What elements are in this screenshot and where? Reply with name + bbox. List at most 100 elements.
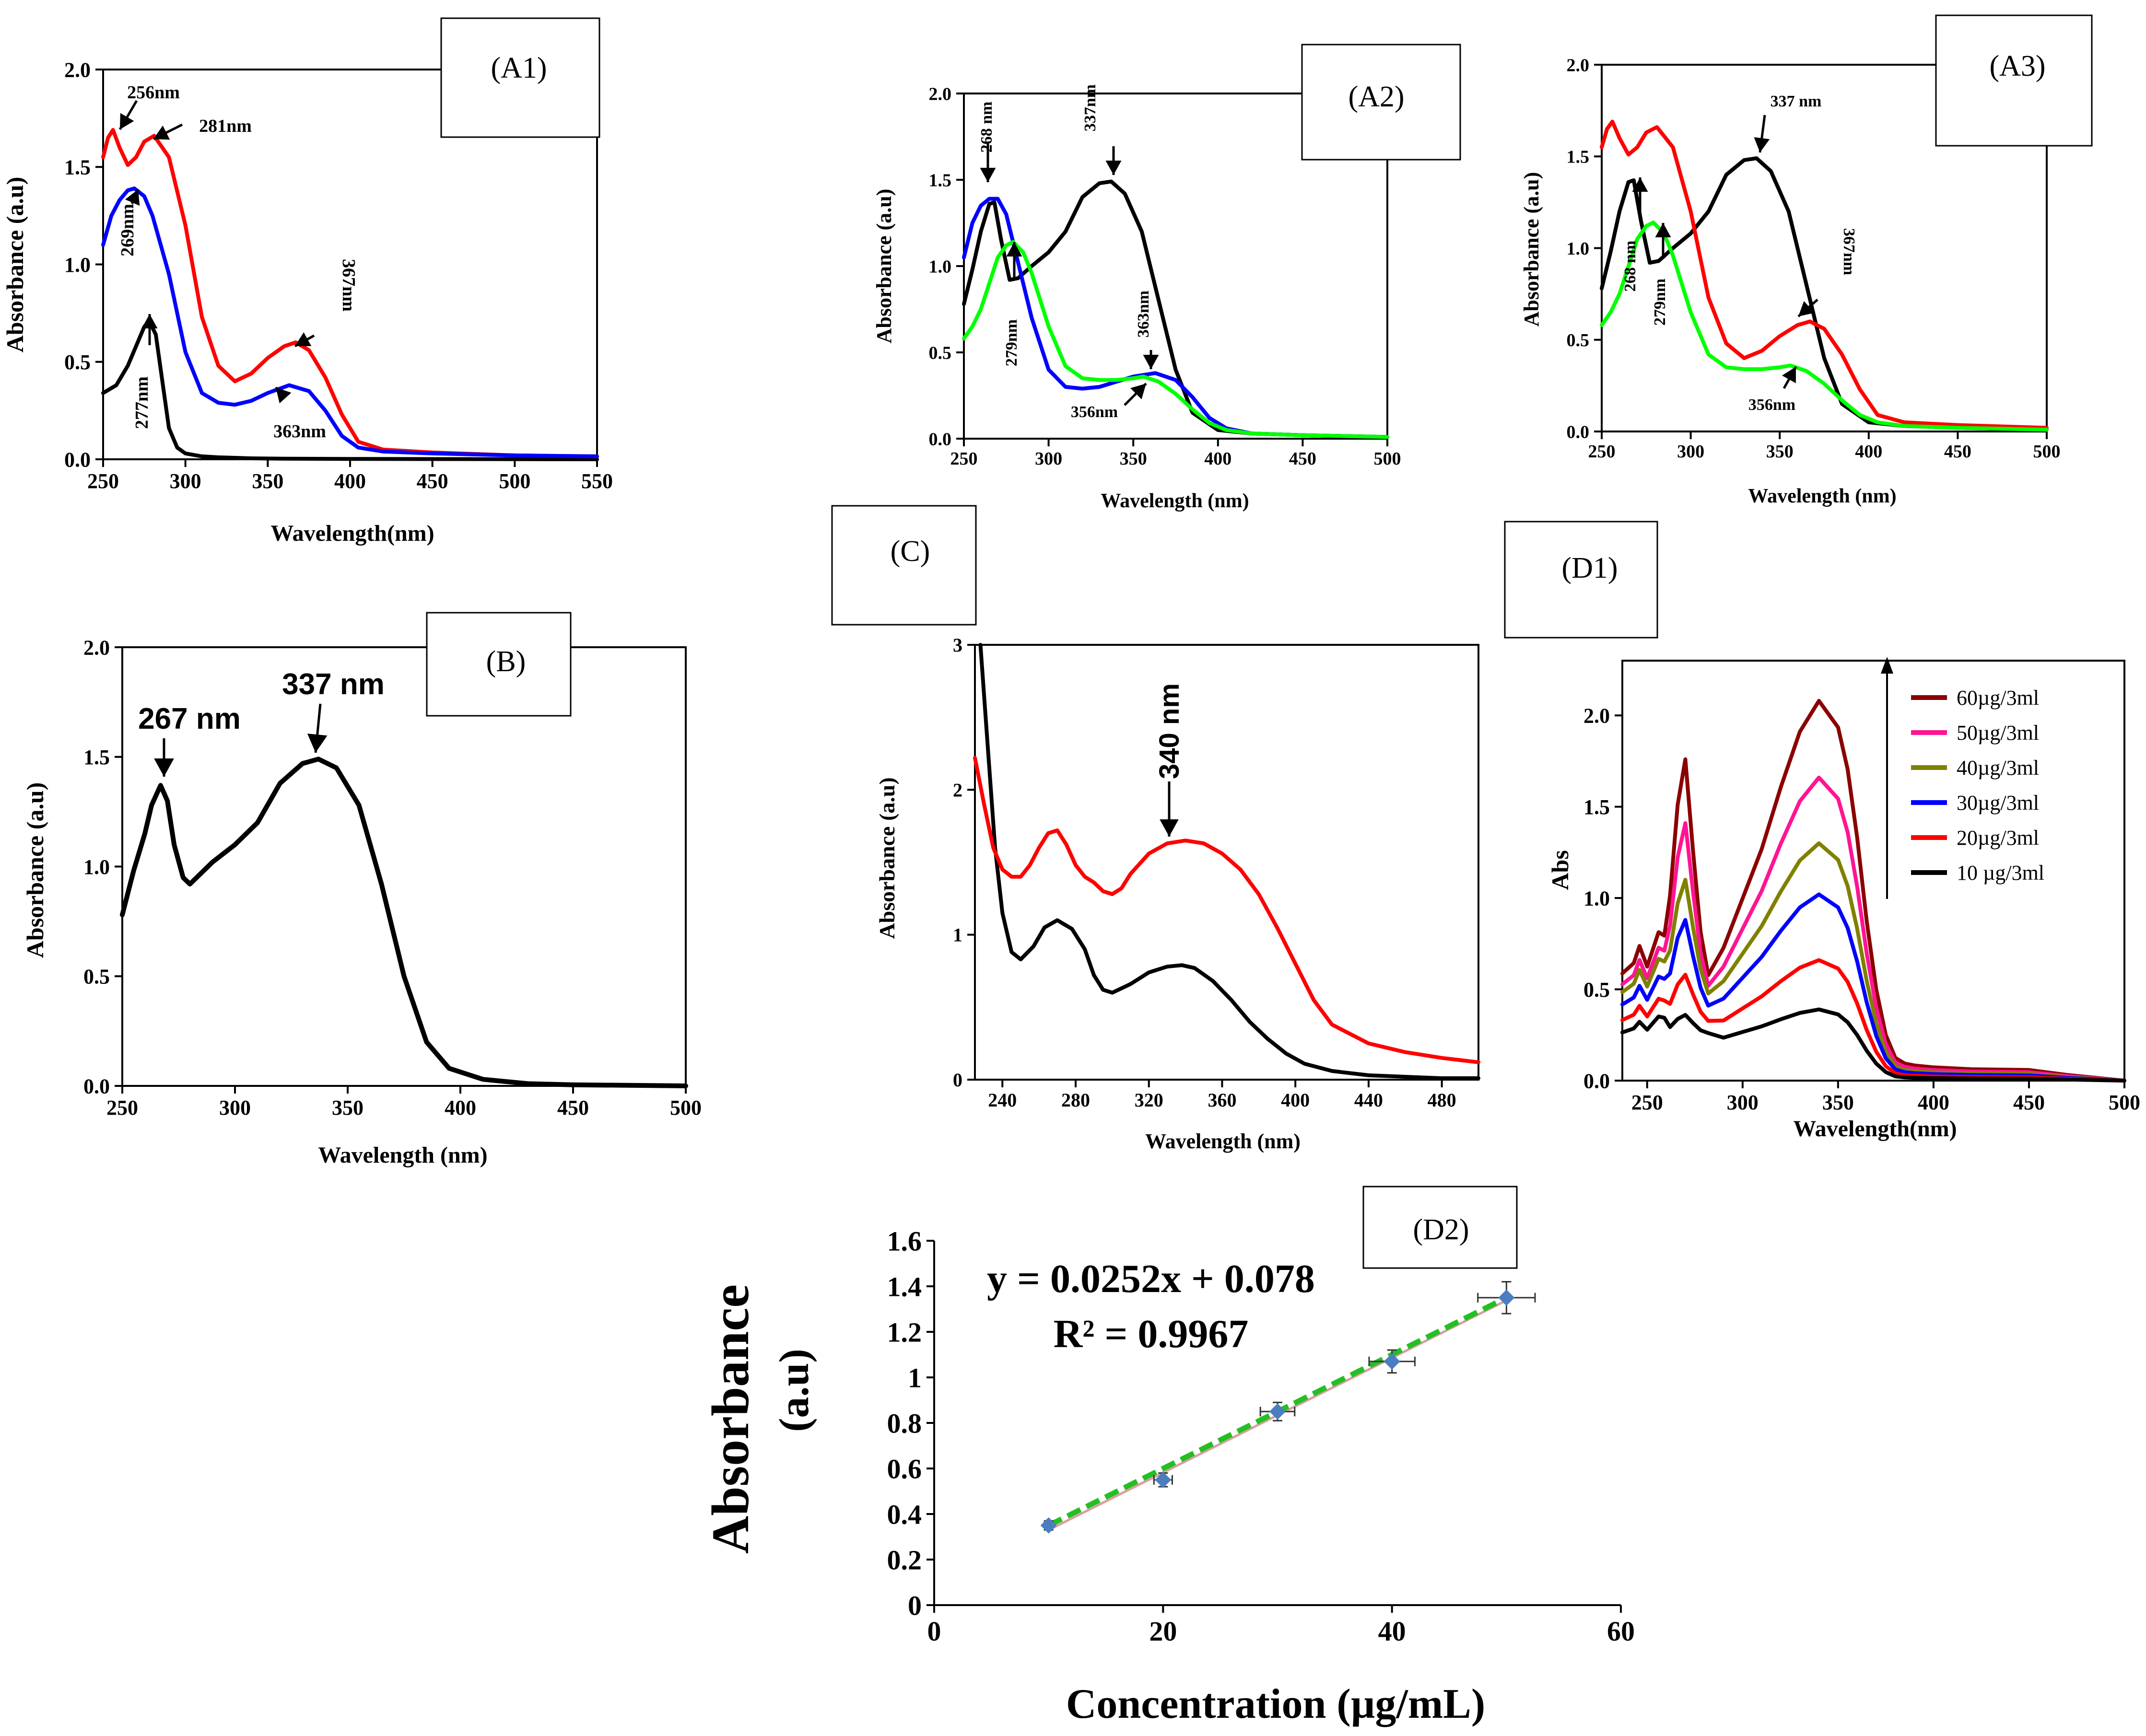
y-tick-label: 1.6 bbox=[887, 1225, 922, 1257]
peak-label-367: 367nm bbox=[1840, 228, 1858, 275]
series-black bbox=[120, 757, 688, 1088]
x-tick-label: 350 bbox=[1120, 449, 1147, 469]
y-tick-label: 0.0 bbox=[83, 1074, 110, 1098]
x-tick-label: 350 bbox=[332, 1096, 364, 1119]
y-tick-label: 1.0 bbox=[64, 253, 91, 277]
y-tick-label: 1.5 bbox=[83, 746, 110, 769]
series-blue bbox=[101, 186, 599, 458]
y-tick-label: 0.5 bbox=[1567, 330, 1590, 350]
series-black bbox=[101, 319, 599, 461]
annotation-arrow-head bbox=[295, 332, 312, 346]
y-axis-label: Absorbance (a.u) bbox=[872, 189, 896, 344]
x-tick-label: 300 bbox=[219, 1096, 251, 1119]
x-tick-label: 500 bbox=[499, 469, 530, 493]
panel-a2: 250 300 350 400 450 500 0.0 0.5 1.0 1.5 2.0 Wavelen… bbox=[872, 44, 1461, 512]
x-tick-label: 0 bbox=[927, 1616, 941, 1647]
y-tick-label: 2.0 bbox=[1583, 704, 1610, 728]
x-tick-label: 400 bbox=[334, 469, 366, 493]
y-tick-label: 2.0 bbox=[1567, 55, 1590, 75]
panel-c: 240 280 320 360 400 440 480 0 1 2 3 Wavelength (nm)… bbox=[831, 505, 1480, 1153]
y-axis-label: Abs bbox=[1547, 850, 1573, 890]
panel-label-box bbox=[426, 612, 572, 717]
annotation-arrow-head bbox=[1006, 242, 1022, 256]
panel-label: (C) bbox=[891, 535, 930, 568]
data-point bbox=[1498, 1289, 1515, 1306]
series-red bbox=[973, 756, 1480, 1064]
y-tick-label: 1 bbox=[908, 1362, 922, 1393]
annotation-arrow-head bbox=[154, 758, 174, 777]
x-tick-label: 40 bbox=[1378, 1616, 1406, 1647]
x-tick-label: 360 bbox=[1208, 1089, 1236, 1111]
annotation-arrow-head bbox=[1105, 161, 1122, 175]
y-tick-label: 2.0 bbox=[83, 636, 110, 659]
y-axis-label: Absorbance (a.u) bbox=[22, 782, 48, 958]
x-tick-label: 400 bbox=[1204, 449, 1231, 469]
x-tick-label: 450 bbox=[1944, 442, 1971, 462]
trend-arrow-head bbox=[1881, 657, 1893, 674]
x-tick-label: 440 bbox=[1354, 1089, 1383, 1111]
x-tick-label: 500 bbox=[1374, 449, 1401, 469]
x-tick-label: 240 bbox=[988, 1089, 1017, 1111]
x-tick-label: 300 bbox=[1035, 449, 1062, 469]
y-tick-label: 1.5 bbox=[1567, 147, 1590, 167]
series-black bbox=[978, 643, 1480, 1080]
x-tick-label: 550 bbox=[581, 469, 613, 493]
series-black bbox=[962, 179, 1389, 439]
series-60µg/3ml bbox=[1620, 699, 2126, 1083]
peak-label-337: 337nm bbox=[1081, 84, 1099, 131]
regression-equation: y = 0.0252x + 0.078 bbox=[987, 1257, 1315, 1301]
panel-label: (D1) bbox=[1561, 552, 1618, 584]
panel-label-box bbox=[1301, 44, 1461, 161]
y-tick-label: 0 bbox=[908, 1590, 922, 1621]
series-green bbox=[1600, 221, 2049, 432]
annotations: 256nm 281nm 269nm 277nm 367nm 363nm 268 nm 337n… bbox=[117, 82, 1858, 837]
peak-label-337: 337 nm bbox=[1771, 93, 1822, 110]
peak-label-256: 256nm bbox=[127, 82, 180, 103]
annotation-arrow-head bbox=[307, 734, 328, 753]
y-tick-label: 0.0 bbox=[1567, 422, 1590, 442]
x-axis-label: Wavelength (nm) bbox=[1101, 490, 1249, 512]
x-tick-label: 400 bbox=[445, 1096, 476, 1119]
series-10 µg/3ml bbox=[1620, 1007, 2126, 1083]
panel-label-box bbox=[1504, 521, 1658, 639]
y-tick-label: 1.2 bbox=[887, 1317, 922, 1348]
legend-entry: 30µg/3ml bbox=[1957, 791, 2039, 815]
y-tick-label: 2.0 bbox=[929, 84, 952, 104]
peak-label-356: 356nm bbox=[1748, 396, 1795, 414]
y-tick-label: 1 bbox=[953, 924, 962, 946]
y-tick-label: 1.5 bbox=[1583, 795, 1610, 819]
panel-a3: 250 300 350 400 450 500 0.0 0.5 1.0 1.5 2.0 Wavelen… bbox=[1520, 14, 2093, 507]
y-tick-label: 1.5 bbox=[64, 156, 91, 179]
x-tick-label: 400 bbox=[1855, 442, 1882, 462]
x-tick-label: 500 bbox=[2109, 1091, 2140, 1114]
x-axis-label: Wavelength(nm) bbox=[270, 521, 434, 546]
peak-label-279: 279nm bbox=[1651, 279, 1669, 326]
x-tick-label: 250 bbox=[87, 469, 119, 493]
annotation-arrow-head bbox=[1130, 384, 1146, 399]
panel-label-box bbox=[1935, 14, 2093, 147]
annotation-arrow-head bbox=[1782, 367, 1796, 384]
y-tick-label: 0.5 bbox=[1583, 978, 1610, 1002]
x-tick-label: 450 bbox=[557, 1096, 589, 1119]
y-tick-label: 1.0 bbox=[83, 855, 110, 879]
annotation-arrow-head bbox=[276, 387, 292, 404]
y-tick-label: 1.5 bbox=[929, 170, 952, 190]
peak-label-363: 363nm bbox=[1135, 291, 1152, 338]
series- 30µg/3ml bbox=[1620, 892, 2126, 1083]
y-tick-label: 0.5 bbox=[929, 343, 952, 363]
x-tick-label: 320 bbox=[1135, 1089, 1163, 1111]
series-green bbox=[962, 240, 1389, 439]
y-axis-label: Absorbance (a.u) bbox=[875, 777, 899, 939]
legend-entry: 40µg/3ml bbox=[1957, 756, 2039, 780]
x-tick-label: 350 bbox=[1766, 442, 1794, 462]
peak-label-268: 268 nm bbox=[1621, 241, 1639, 292]
x-tick-label: 450 bbox=[2013, 1091, 2045, 1114]
panel-label: (A3) bbox=[1989, 50, 2045, 82]
annotation-arrow-head bbox=[1798, 301, 1815, 316]
x-tick-label: 250 bbox=[1588, 442, 1616, 462]
x-axis-label: Wavelength (nm) bbox=[1145, 1130, 1301, 1153]
peak-label-269: 269nm bbox=[117, 204, 138, 256]
y-tick-label: 0.8 bbox=[887, 1408, 922, 1439]
annotation-arrow-head bbox=[980, 168, 996, 182]
